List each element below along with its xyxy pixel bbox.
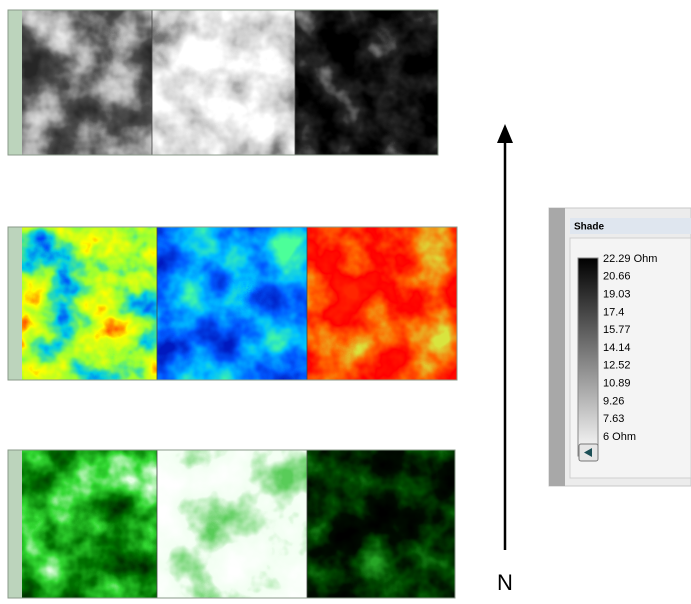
color-bar [578, 258, 598, 456]
compass-label: N [497, 570, 513, 595]
map-region [22, 450, 157, 598]
map-panel [8, 227, 457, 380]
map-region [157, 227, 307, 380]
map-panel [8, 450, 455, 598]
map-region [295, 10, 438, 155]
arrow-head [497, 124, 513, 143]
legend-label: 10.89 [603, 378, 631, 390]
legend-label: 12.52 [603, 360, 631, 372]
map-region [157, 450, 307, 598]
map-panel [8, 10, 438, 155]
legend-label: 9.26 [603, 395, 624, 407]
legend-label: 17.4 [603, 306, 624, 318]
legend-label: 22.29 Ohm [603, 253, 657, 265]
panel-strip [8, 450, 22, 598]
map-region [307, 450, 455, 598]
legend-label: 19.03 [603, 289, 631, 301]
panel-strip [8, 10, 22, 155]
legend-label: 14.14 [603, 342, 631, 354]
legend-label: 20.66 [603, 271, 631, 283]
map-region [22, 10, 152, 155]
panel-strip [8, 227, 22, 380]
legend-title: Shade [574, 222, 604, 233]
legend-label: 6 Ohm [603, 431, 636, 443]
legend-strip [549, 208, 565, 486]
figure: N Shade 22.29 Ohm 20.66 19.03 17.4 15.77 14.1… [0, 0, 691, 599]
map-region [152, 10, 295, 155]
maps [8, 10, 457, 598]
map-region [22, 227, 157, 380]
legend: Shade 22.29 Ohm 20.66 19.03 17.4 15.77 14.14 1… [549, 208, 691, 486]
legend-label: 15.77 [603, 324, 631, 336]
legend-label: 7.63 [603, 413, 624, 425]
map-region [307, 227, 457, 380]
page: N Shade 22.29 Ohm 20.66 19.03 17.4 15.77 14.1… [0, 0, 691, 599]
